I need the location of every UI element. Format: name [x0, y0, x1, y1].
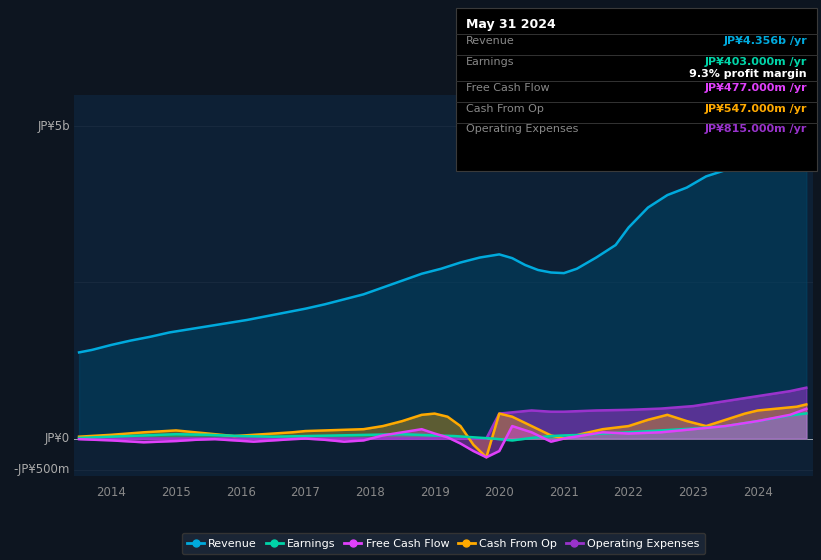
Legend: Revenue, Earnings, Free Cash Flow, Cash From Op, Operating Expenses: Revenue, Earnings, Free Cash Flow, Cash … [181, 533, 705, 554]
Text: JP¥477.000m /yr: JP¥477.000m /yr [704, 83, 807, 93]
Text: Cash From Op: Cash From Op [466, 104, 544, 114]
Text: JP¥0: JP¥0 [44, 432, 70, 445]
Text: Earnings: Earnings [466, 57, 514, 67]
Text: Free Cash Flow: Free Cash Flow [466, 83, 549, 93]
Text: JP¥5b: JP¥5b [37, 120, 70, 133]
Text: JP¥547.000m /yr: JP¥547.000m /yr [704, 104, 807, 114]
Text: May 31 2024: May 31 2024 [466, 18, 555, 31]
Text: Revenue: Revenue [466, 36, 514, 46]
Text: JP¥815.000m /yr: JP¥815.000m /yr [704, 124, 807, 134]
Text: 9.3% profit margin: 9.3% profit margin [690, 69, 807, 79]
Text: -JP¥500m: -JP¥500m [13, 463, 70, 476]
Text: Operating Expenses: Operating Expenses [466, 124, 578, 134]
Text: JP¥403.000m /yr: JP¥403.000m /yr [704, 57, 807, 67]
Text: JP¥4.356b /yr: JP¥4.356b /yr [723, 36, 807, 46]
